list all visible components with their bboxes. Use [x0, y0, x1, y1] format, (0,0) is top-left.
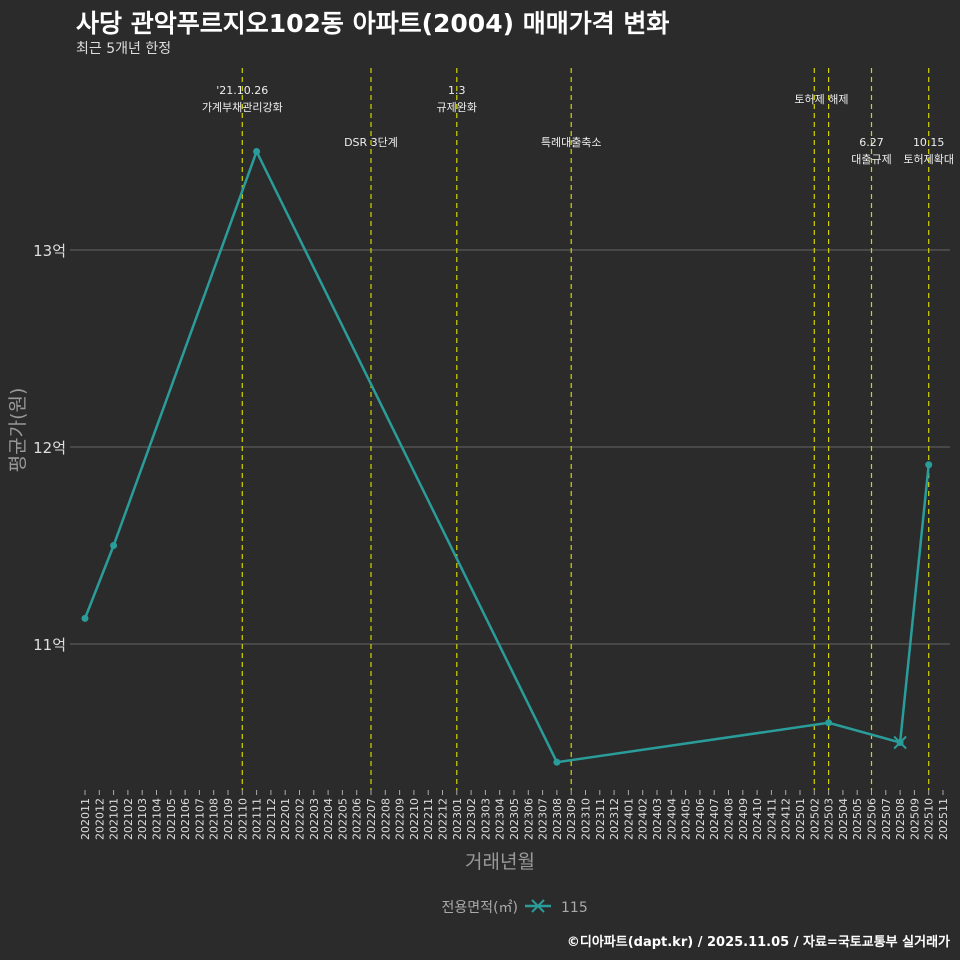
- x-tick-label: 202109: [222, 798, 235, 840]
- x-tick-label: 202506: [866, 798, 879, 840]
- x-tick-label: 202403: [651, 798, 664, 840]
- series-line: [83, 148, 930, 764]
- x-tick-label: 202206: [351, 798, 364, 840]
- x-tick-label: 202111: [251, 798, 264, 840]
- x-tick-label: 202404: [665, 798, 678, 840]
- chart-subtitle: 최근 5개년 한정: [76, 41, 172, 57]
- x-tick-label: 202304: [494, 798, 507, 840]
- x-tick-label: 202401: [622, 798, 635, 840]
- x-tick-label: 202012: [93, 798, 106, 840]
- legend-key-x-icon: [531, 899, 545, 913]
- x-tick-label: 202311: [594, 798, 607, 840]
- legend-title: 전용면적(㎡): [442, 900, 518, 916]
- event-label: 특례대출축소: [541, 136, 602, 149]
- x-tick-label: 202303: [479, 798, 492, 840]
- x-tick-label: 202312: [608, 798, 621, 840]
- x-tick-label: 202210: [408, 798, 421, 840]
- event-label: 토허제확대: [903, 153, 954, 166]
- x-tick-label: 202502: [808, 798, 821, 840]
- x-tick-label: 202302: [465, 798, 478, 840]
- event-label: 토허제 해제: [794, 92, 848, 106]
- data-point: [110, 542, 118, 549]
- x-tick-label: 202101: [108, 798, 121, 840]
- x-tick-label: 202309: [565, 798, 578, 840]
- x-tick-label: 202508: [894, 798, 907, 840]
- x-tick-label: 202307: [537, 798, 550, 840]
- x-tick-label: 202402: [637, 798, 650, 840]
- event-label: 가계부채관리강화: [202, 101, 283, 114]
- x-tick-label: 202104: [151, 798, 164, 840]
- legend-label: 115: [561, 900, 588, 916]
- x-tick-label: 202507: [880, 798, 893, 840]
- x-tick-label: 202107: [193, 798, 206, 840]
- data-point: [825, 719, 833, 727]
- x-tick-label: 202408: [723, 798, 736, 840]
- x-tick-label: 202410: [751, 798, 764, 840]
- x-tick-label: 202509: [908, 798, 921, 840]
- y-tick-label: 13억: [33, 242, 66, 260]
- x-tick-label: 202204: [322, 798, 335, 840]
- x-tick-label: 202504: [837, 798, 850, 840]
- x-tick-label: 202406: [694, 798, 707, 840]
- x-tick-label: 202201: [279, 798, 292, 840]
- event-label: 1.3: [448, 84, 466, 97]
- data-point-x-marker: [893, 735, 907, 750]
- data-point: [925, 461, 933, 469]
- event-label: 대출규제: [851, 153, 891, 166]
- x-tick-label: 202207: [365, 798, 378, 840]
- event-label: 10.15: [913, 136, 945, 149]
- event-label: '21.10.26: [216, 84, 268, 97]
- x-tick-label: 202205: [336, 798, 349, 840]
- x-tick-label: 202112: [265, 798, 278, 840]
- x-tick-label: 202305: [508, 798, 521, 840]
- x-tick-label: 202407: [708, 798, 721, 840]
- x-tick-label: 202306: [522, 798, 535, 840]
- x-tick-label: 202503: [823, 798, 836, 840]
- x-tick-label: 202310: [580, 798, 593, 840]
- x-tick-label: 202106: [179, 798, 192, 840]
- source-caption: ©디아파트(dapt.kr) / 2025.11.05 / 자료=국토교통부 실…: [566, 935, 950, 950]
- x-tick-label: 202011: [79, 798, 92, 840]
- y-tick-label: 11억: [33, 636, 66, 654]
- y-axis-title: 평균가(원): [7, 388, 29, 473]
- x-tick-label: 202110: [236, 798, 249, 840]
- x-tick-label: 202511: [937, 798, 950, 840]
- x-tick-label: 202212: [437, 798, 450, 840]
- x-tick-label: 202103: [136, 798, 149, 840]
- data-point: [81, 614, 89, 622]
- x-tick-label: 202211: [422, 798, 435, 840]
- data-point: [553, 758, 561, 766]
- x-tick-label: 202409: [737, 798, 750, 840]
- x-tick-label: 202411: [765, 798, 778, 840]
- x-tick-label: 202108: [208, 798, 221, 840]
- data-point: [253, 148, 261, 155]
- y-tick-label: 12억: [33, 439, 66, 457]
- x-tick-label: 202202: [294, 798, 307, 840]
- chart-title: 사당 관악푸르지오102동 아파트(2004) 매매가격 변화: [76, 9, 670, 38]
- x-tick-label: 202209: [394, 798, 407, 840]
- event-label: 규제완화: [437, 101, 477, 114]
- x-tick-label: 202405: [680, 798, 693, 840]
- x-tick-label: 202105: [165, 798, 178, 840]
- event-label: DSR 3단계: [344, 136, 398, 149]
- x-axis-title: 거래년월: [465, 851, 535, 873]
- x-tick-label: 202505: [851, 798, 864, 840]
- x-tick-label: 202510: [923, 798, 936, 840]
- x-tick-label: 202203: [308, 798, 321, 840]
- x-tick-label: 202102: [122, 798, 135, 840]
- x-tick-label: 202412: [780, 798, 793, 840]
- x-tick-label: 202208: [379, 798, 392, 840]
- event-label: 6.27: [859, 136, 884, 149]
- x-tick-label: 202301: [451, 798, 464, 840]
- x-tick-label: 202501: [794, 798, 807, 840]
- x-tick-label: 202308: [551, 798, 564, 840]
